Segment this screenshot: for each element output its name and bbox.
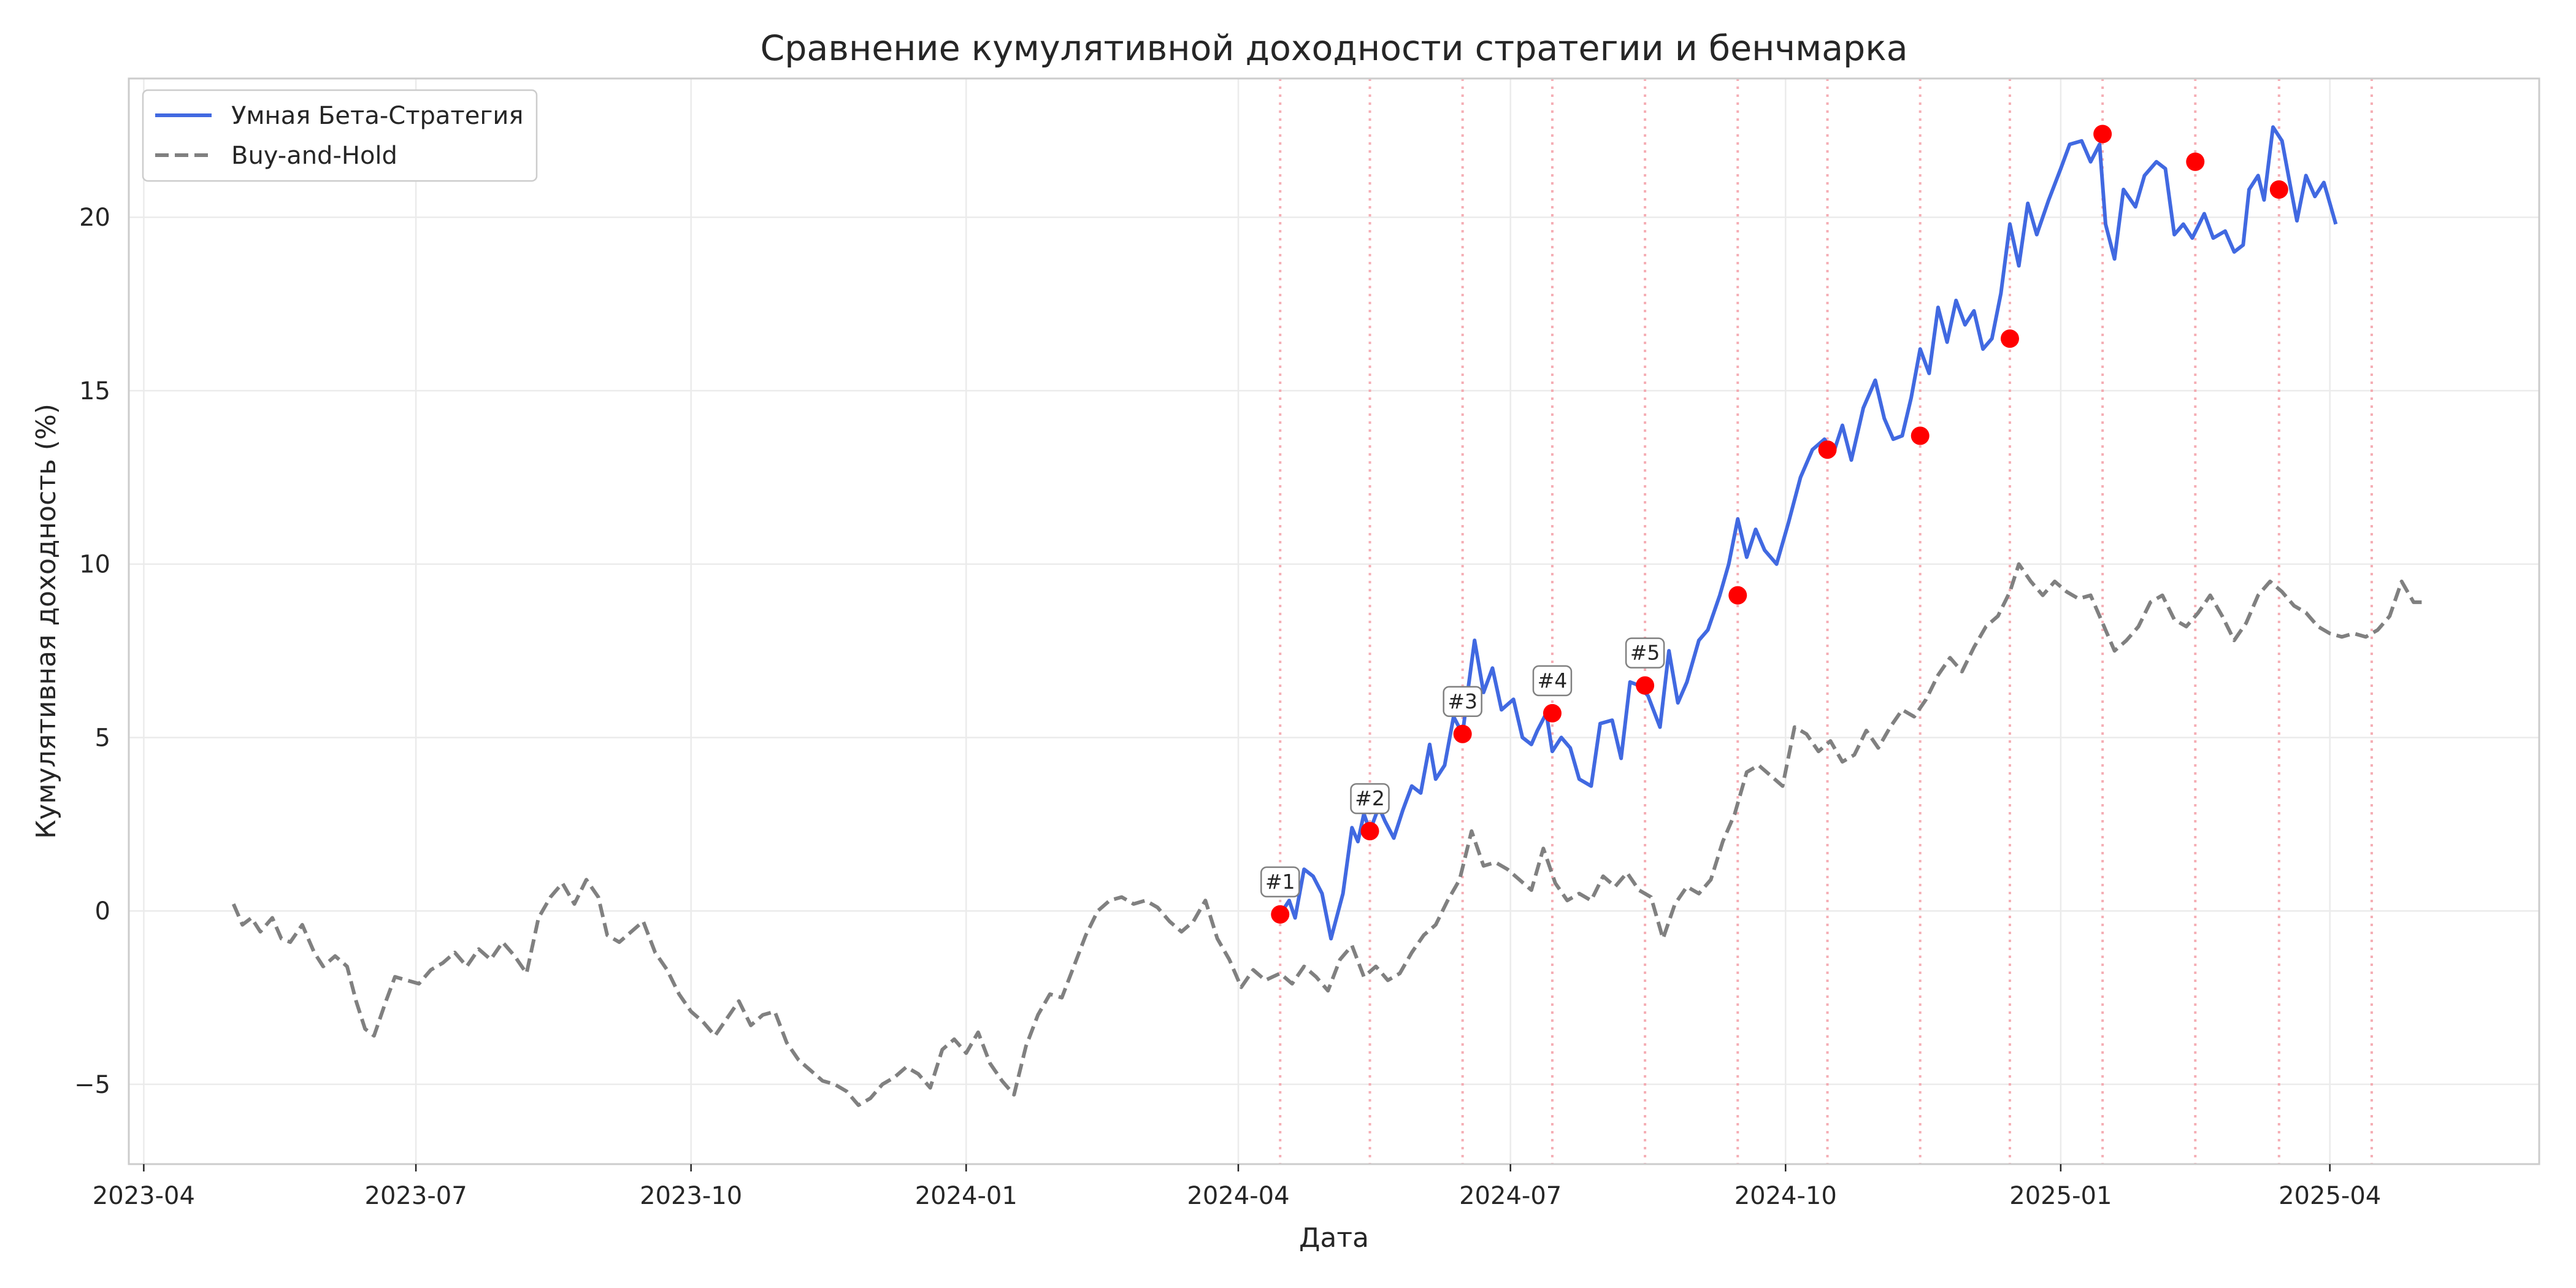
- legend-box: [142, 89, 538, 182]
- x-tick-label: 2024-01: [915, 1182, 1018, 1210]
- series-line-buy-hold: [231, 562, 2426, 1107]
- x-tick-label: 2023-07: [365, 1182, 467, 1210]
- event-marker: [1453, 724, 1472, 743]
- event-marker: [1360, 822, 1379, 841]
- series-lines: [231, 125, 2426, 1107]
- series-line-strategy: [1278, 125, 2338, 941]
- event-marker: [2269, 180, 2288, 199]
- annotation-box: [1260, 866, 1300, 898]
- axis-ticks: 2023-04 2023-07 2023-10 2024-01 2024-04 2024-…: [74, 204, 2381, 1210]
- annotation-box: [1350, 783, 1390, 815]
- event-marker: [2000, 329, 2019, 348]
- annotation-label: #3: [1447, 689, 1478, 713]
- y-tick-label: 10: [79, 551, 110, 579]
- event-marker: [2186, 152, 2205, 171]
- event-marker: [2093, 125, 2112, 144]
- x-tick-label: 2024-10: [1735, 1182, 1837, 1210]
- event-marker: [1271, 905, 1290, 924]
- y-tick-label: −5: [74, 1071, 110, 1099]
- annotation-label: #1: [1265, 870, 1295, 894]
- y-tick-label: 0: [95, 897, 110, 926]
- x-tick-label: 2023-10: [640, 1182, 742, 1210]
- annotation-label: #5: [1630, 641, 1660, 665]
- x-tick-label: 2025-04: [2279, 1182, 2381, 1210]
- event-marker: [1543, 703, 1562, 723]
- plot-area: [129, 79, 2539, 1164]
- event-marker: [1818, 440, 1837, 459]
- y-tick-label: 20: [79, 204, 110, 232]
- annotation-label: #4: [1538, 669, 1568, 692]
- x-tick-label: 2023-04: [93, 1182, 195, 1210]
- event-marker: [1636, 676, 1655, 695]
- x-axis-title: Дата: [1299, 1222, 1369, 1254]
- event-markers: [1271, 125, 2288, 924]
- annotation-box: [1625, 637, 1665, 669]
- legend: Умная Бета-Стратегия Buy-and-Hold: [142, 89, 538, 182]
- x-tick-label: 2024-04: [1187, 1182, 1289, 1210]
- x-tick-label: 2024-07: [1459, 1182, 1562, 1210]
- y-axis-title: Кумулятивная доходность (%): [31, 404, 62, 839]
- y-tick-label: 15: [79, 377, 110, 405]
- event-marker: [1911, 426, 1930, 445]
- annotation-box: [1532, 665, 1573, 697]
- annotation-label: #2: [1355, 786, 1385, 810]
- grid: [129, 79, 2539, 1164]
- annotation-box: [1443, 686, 1482, 718]
- annotations: #1 #2 #3 #4 #5: [1260, 637, 1665, 898]
- y-tick-label: 5: [95, 724, 110, 752]
- event-marker: [1728, 586, 1747, 605]
- legend-label-strategy: Умная Бета-Стратегия: [231, 102, 523, 130]
- x-tick-label: 2025-01: [2009, 1182, 2112, 1210]
- event-lines: [1279, 79, 2373, 1164]
- plot-frame: [128, 77, 2540, 1165]
- legend-label-buy-hold: Buy-and-Hold: [231, 142, 397, 170]
- chart-title: Сравнение кумулятивной доходности страте…: [760, 28, 1907, 69]
